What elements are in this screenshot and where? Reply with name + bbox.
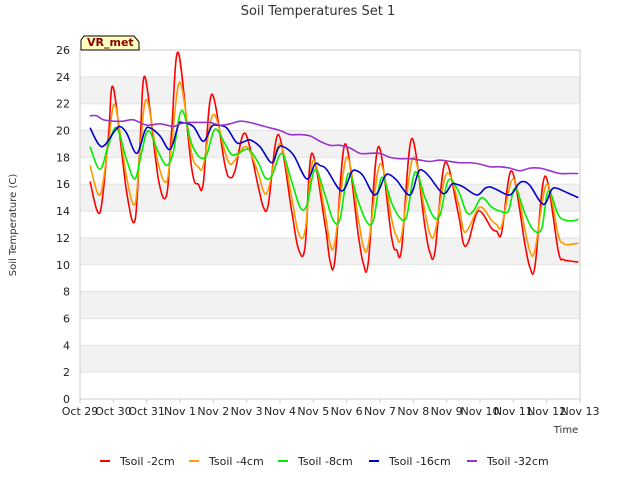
y-tick-label: 16: [56, 178, 70, 191]
x-tick-label: Nov 3: [231, 405, 263, 418]
band: [80, 345, 580, 373]
legend: Tsoil -2cm Tsoil -4cm Tsoil -8cm Tsoil -16c…: [100, 455, 549, 468]
y-tick-label: 18: [56, 151, 70, 164]
x-tick-label: Oct 29: [62, 405, 99, 418]
legend-label: Tsoil -8cm: [297, 455, 353, 468]
x-tick-label: Nov 12: [527, 405, 566, 418]
y-tick-label: 24: [56, 71, 70, 84]
y-tick-label: 0: [63, 393, 70, 406]
x-axis-label: Time: [553, 425, 578, 436]
y-tick-label: 10: [56, 259, 70, 272]
x-tick-label: Nov 2: [197, 405, 229, 418]
y-tick-label: 4: [63, 339, 70, 352]
y-axis-label: Soil Temperature (C): [8, 174, 19, 277]
series-line-4: [89, 114, 579, 175]
series-lines: [89, 51, 579, 275]
series-line-3: [89, 121, 579, 206]
y-tick-label: 2: [63, 366, 70, 379]
chart-title: Soil Temperatures Set 1: [241, 4, 396, 19]
x-tick-label: Nov 9: [431, 405, 463, 418]
x-tick-label: Oct 31: [128, 405, 165, 418]
y-tick-label: 12: [56, 232, 70, 245]
x-tick-label: Nov 4: [264, 405, 296, 418]
series-line-2: [89, 109, 579, 234]
band: [80, 291, 580, 319]
x-tick-label: Nov 11: [494, 405, 533, 418]
y-tick-label: 22: [56, 98, 70, 111]
x-tick-label: Nov 8: [397, 405, 429, 418]
x-tick-label: Nov 5: [297, 405, 329, 418]
band: [80, 76, 580, 104]
legend-label: Tsoil -32cm: [486, 455, 549, 468]
x-tick-label: Nov 1: [164, 405, 196, 418]
y-tick-label: 20: [56, 125, 70, 138]
x-tick-label: Oct 30: [95, 405, 132, 418]
legend-label: Tsoil -4cm: [208, 455, 264, 468]
band: [80, 130, 580, 158]
y-tick-label: 8: [63, 286, 70, 299]
plot-area: [79, 49, 581, 400]
x-tick-label: Nov 10: [461, 405, 500, 418]
y-tick-label: 14: [56, 205, 70, 218]
plot-bands: [80, 49, 580, 400]
badge-label: VR_met: [87, 36, 134, 49]
y-tick-label: 6: [63, 312, 70, 325]
vr-met-badge: VR_met: [80, 35, 140, 51]
legend-label: Tsoil -16cm: [388, 455, 451, 468]
y-tick-label: 26: [56, 44, 70, 57]
x-tick-label: Nov 13: [561, 405, 600, 418]
series-line-1: [89, 81, 579, 258]
x-tick-label: Nov 7: [364, 405, 396, 418]
legend-label: Tsoil -2cm: [119, 455, 175, 468]
x-tick-label: Nov 6: [331, 405, 363, 418]
